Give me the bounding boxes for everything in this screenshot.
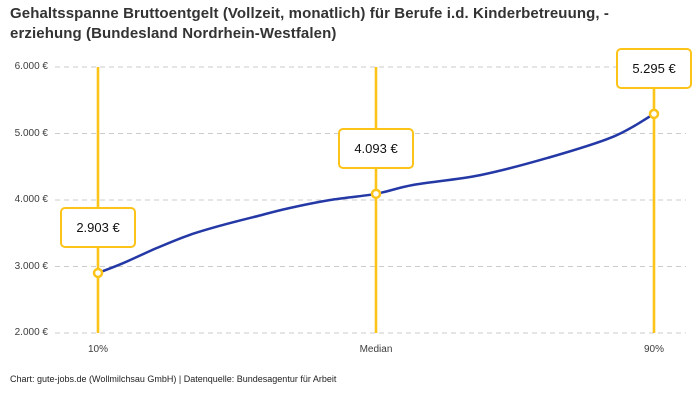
y-tick-label-3000: 3.000 € — [14, 260, 48, 272]
x-tick-label-10%: 10% — [87, 344, 108, 355]
x-tick-label-90%: 90% — [643, 344, 664, 355]
marker-point-median — [370, 188, 382, 200]
y-tick-label-4000: 4.000 € — [14, 194, 48, 205]
chart-title: Gehaltsspanne Bruttoentgelt (Vollzeit, m… — [10, 4, 690, 44]
value-label-median: 4.093 € — [338, 127, 414, 169]
value-label-p90: 5.295 € — [616, 47, 692, 89]
chart-title-line1: Gehaltsspanne Bruttoentgelt (Vollzeit, m… — [10, 5, 609, 22]
marker-point-p90 — [648, 108, 660, 120]
y-tick-label-6000: 6.000 € — [14, 61, 48, 72]
value-label-p10: 2.903 € — [60, 206, 136, 248]
x-tick-label-Median: Median — [359, 344, 393, 355]
y-tick-label-5000: 5.000 € — [14, 127, 48, 139]
salary-curve — [96, 112, 656, 275]
chart-title-line2: erziehung (Bundesland Nordrhein-Westfale… — [10, 25, 337, 42]
y-tick-label-2000: 2.000 € — [14, 327, 48, 338]
chart-source-credit: Chart: gute-jobs.de (Wollmilchsau GmbH) … — [10, 374, 337, 384]
marker-point-p10 — [92, 267, 104, 279]
